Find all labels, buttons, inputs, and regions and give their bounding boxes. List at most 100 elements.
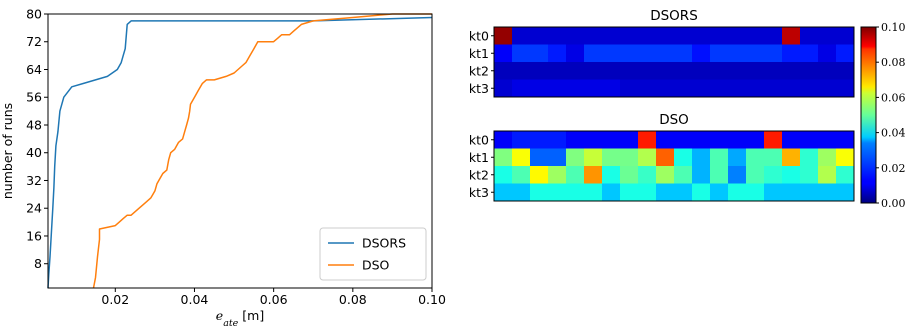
line-series-group	[47, 13, 433, 289]
x-tick-label: 0.08	[339, 292, 367, 307]
heatmap-cell	[548, 79, 567, 98]
heatmap-cell	[800, 79, 819, 98]
heatmap-cell	[836, 79, 855, 98]
heatmap-cell	[818, 166, 837, 184]
colorbar-tick-label: 0.10	[881, 21, 906, 34]
heatmap-row-label: kt0	[469, 132, 489, 147]
heatmap-cell	[782, 62, 801, 80]
heatmap-cell	[728, 166, 747, 184]
heatmap-row-label: kt3	[469, 81, 489, 96]
heatmap-cell	[584, 183, 603, 202]
x-label-symbol: e	[216, 308, 223, 323]
heatmap-cell	[512, 148, 531, 167]
line-chart-x-ticks: 0.02 0.04 0.06 0.08 0.10	[101, 288, 446, 307]
heatmap-cell	[746, 131, 765, 149]
heatmap-cell	[548, 131, 567, 149]
heatmap-cell	[782, 44, 801, 63]
heatmap-cell	[494, 148, 513, 167]
heatmap-cell	[782, 183, 801, 202]
heatmap-cell	[584, 27, 603, 45]
heatmap-cell	[728, 183, 747, 202]
heatmap-cell	[746, 62, 765, 80]
heatmap-cell	[548, 27, 567, 45]
heatmap-cell	[764, 148, 783, 167]
heatmap-cell	[692, 148, 711, 167]
heatmap-cell	[764, 183, 783, 202]
heatmap-cell	[710, 148, 729, 167]
heatmap-title: DSO	[659, 112, 689, 128]
heatmap-cell	[674, 62, 693, 80]
legend-label-dsors: DSORS	[362, 236, 406, 251]
heatmap-cell	[494, 79, 513, 98]
heatmap-cell	[728, 27, 747, 45]
heatmap-dsors: kt0 kt1 kt2 kt3 DSORS	[469, 8, 855, 98]
line-chart-axes-frame	[47, 13, 433, 289]
heatmap-cell	[620, 62, 639, 80]
series-line-dsors	[47, 16, 433, 289]
heatmap-cell	[638, 79, 657, 98]
heatmap-cell	[656, 166, 675, 184]
heatmap-cell	[782, 27, 801, 45]
heatmap-cell	[566, 148, 585, 167]
heatmap-cell	[800, 148, 819, 167]
heatmap-row-label: kt2	[469, 167, 489, 182]
heatmap-cell	[692, 62, 711, 80]
x-tick-label: 0.06	[260, 292, 288, 307]
heatmap-row-label: kt1	[469, 150, 489, 165]
heatmap-cell	[530, 79, 549, 98]
heatmap-frame	[493, 26, 855, 98]
heatmap-cell	[656, 44, 675, 63]
y-tick-label: 72	[26, 34, 42, 49]
heatmap-cell	[530, 62, 549, 80]
y-tick-label: 64	[26, 62, 42, 77]
heatmap-cell	[782, 148, 801, 167]
heatmap-cell	[818, 79, 837, 98]
heatmap-cell	[656, 79, 675, 98]
heatmap-cell	[746, 27, 765, 45]
heatmap-cell	[584, 166, 603, 184]
heatmap-cell	[638, 62, 657, 80]
heatmap-cell	[674, 131, 693, 149]
legend-box	[319, 227, 427, 281]
heatmap-cell	[494, 27, 513, 45]
heatmap-cell	[656, 183, 675, 202]
heatmap-cell	[836, 27, 855, 45]
heatmap-cell	[692, 131, 711, 149]
heatmap-cell	[818, 44, 837, 63]
heatmap-cell	[710, 44, 729, 63]
heatmap-cell	[620, 27, 639, 45]
heatmap-cell	[710, 79, 729, 98]
heatmap-cell	[692, 79, 711, 98]
heatmap-cell	[674, 183, 693, 202]
heatmap-cell	[548, 183, 567, 202]
heatmap-cell	[620, 148, 639, 167]
heatmap-cell	[584, 44, 603, 63]
heatmap-cell	[746, 44, 765, 63]
heatmap-cell	[512, 62, 531, 80]
heatmap-cell	[548, 44, 567, 63]
heatmap-cell	[818, 27, 837, 45]
heatmap-cell	[710, 166, 729, 184]
heatmap-row-label: kt3	[469, 185, 489, 200]
heatmap-cell	[620, 44, 639, 63]
heatmap-cell	[530, 148, 549, 167]
heatmap-cell	[764, 62, 783, 80]
heatmap-cell	[512, 27, 531, 45]
heatmap-cell	[692, 166, 711, 184]
heatmap-cell	[746, 79, 765, 98]
heatmap-cell	[836, 183, 855, 202]
heatmap-cell	[620, 183, 639, 202]
heatmap-cell	[782, 166, 801, 184]
heatmap-cell	[584, 148, 603, 167]
heatmap-cell	[566, 62, 585, 80]
heatmap-cell	[494, 183, 513, 202]
x-tick-label: 0.02	[101, 292, 129, 307]
colorbar: 0.00 0.02 0.04 0.06 0.08 0.10	[860, 21, 906, 210]
heatmap-cell	[728, 131, 747, 149]
heatmap-cell	[638, 166, 657, 184]
heatmap-cell	[692, 44, 711, 63]
y-tick-label: 8	[34, 256, 42, 271]
heatmap-cell	[836, 131, 855, 149]
heatmap-cell	[602, 166, 621, 184]
